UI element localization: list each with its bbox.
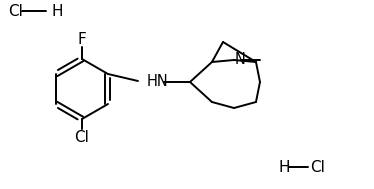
Text: F: F — [78, 33, 86, 47]
Text: H: H — [52, 4, 64, 19]
Text: Cl: Cl — [74, 129, 89, 145]
Text: Cl: Cl — [310, 160, 325, 174]
Text: N: N — [235, 53, 246, 67]
Text: Cl: Cl — [8, 4, 23, 19]
Text: H: H — [279, 160, 291, 174]
Text: HN: HN — [147, 74, 169, 90]
